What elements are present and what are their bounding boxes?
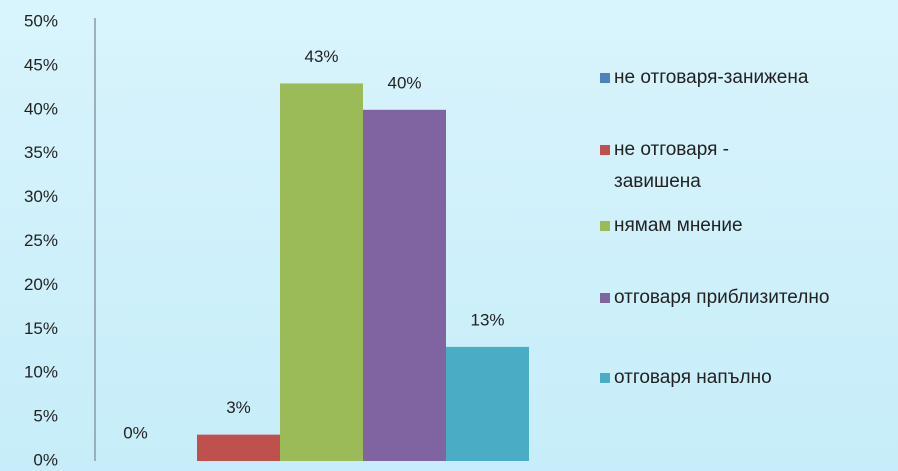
y-tick-label: 50% [24, 11, 58, 30]
data-label: 3% [226, 398, 251, 417]
bar [197, 434, 280, 461]
y-tick-label: 10% [24, 363, 58, 382]
bar [446, 346, 529, 461]
plot: 0% 5% 10% 15% 20% 25% 30% 35% 40% 45% 50% 0% 3% 43% 40… [24, 11, 529, 469]
y-tick-label: 30% [24, 187, 58, 206]
data-label: 43% [304, 47, 338, 66]
data-label: 0% [123, 423, 148, 442]
data-label: 13% [470, 310, 504, 329]
bar [363, 109, 446, 462]
legend-label: отговаря приблизително [614, 287, 830, 308]
legend-swatch [600, 293, 610, 303]
legend-label: не отговаря - завишена [614, 139, 729, 192]
y-tick-label: 45% [24, 55, 58, 74]
y-tick-label: 0% [33, 450, 58, 469]
legend-item: отговаря напълно [600, 362, 898, 394]
legend: не отговаря-занижена не отговаря - завише… [600, 0, 898, 471]
legend-swatch [600, 73, 610, 83]
legend-item: не отговаря-занижена [600, 62, 898, 94]
data-label: 40% [387, 73, 421, 92]
y-tick-label: 35% [24, 143, 58, 162]
y-tick-label: 5% [33, 407, 58, 426]
bar [280, 83, 363, 462]
legend-label: не отговаря-занижена [614, 67, 809, 88]
legend-label: нямам мнение [614, 215, 743, 236]
y-tick-label: 40% [24, 99, 58, 118]
legend-swatch [600, 221, 610, 231]
y-tick-label: 15% [24, 319, 58, 338]
legend-label: отговаря напълно [614, 367, 772, 388]
legend-item: отговаря приблизително [600, 282, 830, 314]
legend-swatch [600, 373, 610, 383]
legend-item: не отговаря - завишена [600, 134, 800, 198]
y-tick-label: 20% [24, 275, 58, 294]
legend-swatch [600, 145, 610, 155]
y-tick-label: 25% [24, 231, 58, 250]
legend-item: нямам мнение [600, 210, 898, 242]
